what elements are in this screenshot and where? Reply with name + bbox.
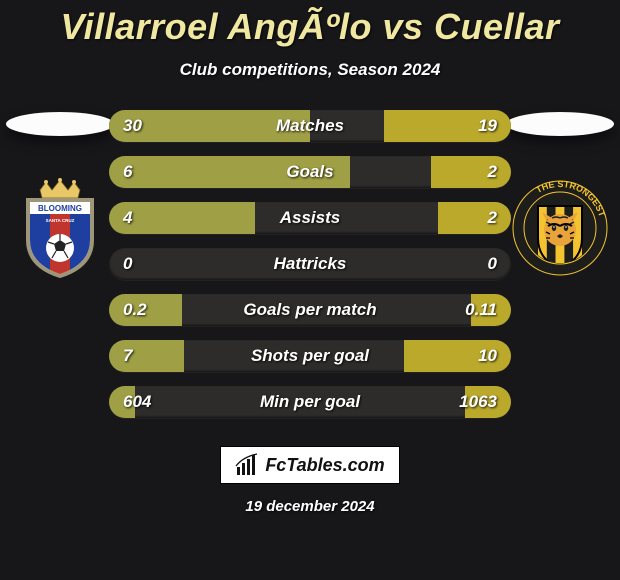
ellipse-right — [505, 110, 615, 138]
stat-row: 604Min per goal1063 — [109, 386, 511, 418]
stat-value-right: 0 — [488, 248, 497, 280]
subtitle: Club competitions, Season 2024 — [0, 60, 620, 80]
stat-row: 6Goals2 — [109, 156, 511, 188]
player-left-side: BLOOMING SANTA CRUZ — [0, 110, 120, 278]
stat-row: 4Assists2 — [109, 202, 511, 234]
stat-label: Hattricks — [109, 248, 511, 280]
brand-label: FcTables.com — [265, 455, 384, 476]
player-right-side: THE STRONGEST — [500, 110, 620, 278]
crown-icon — [40, 178, 80, 198]
stat-label: Min per goal — [109, 386, 511, 418]
crest-left-text: BLOOMING — [38, 204, 82, 213]
stat-value-right: 19 — [478, 110, 497, 142]
stat-label: Matches — [109, 110, 511, 142]
stat-bars: 30Matches19 6Goals2 4Assists2 0Hattricks0 0.… — [109, 110, 511, 418]
arena: BLOOMING SANTA CRUZ — [0, 110, 620, 418]
stat-value-right: 10 — [478, 340, 497, 372]
stat-label: Shots per goal — [109, 340, 511, 372]
brand-box: FcTables.com — [220, 446, 400, 484]
stat-label: Assists — [109, 202, 511, 234]
stat-row: 0Hattricks0 — [109, 248, 511, 280]
crest-left: BLOOMING SANTA CRUZ — [10, 178, 110, 278]
date-label: 19 december 2024 — [0, 498, 620, 515]
stat-value-right: 1063 — [459, 386, 497, 418]
page-title: Villarroel AngÃºlo vs Cuellar — [0, 0, 620, 48]
stat-value-right: 2 — [488, 156, 497, 188]
stat-row: 7Shots per goal10 — [109, 340, 511, 372]
ball-icon — [46, 234, 74, 262]
stat-row: 0.2Goals per match0.11 — [109, 294, 511, 326]
crest-right: THE STRONGEST — [510, 178, 610, 278]
stat-label: Goals — [109, 156, 511, 188]
ellipse-left — [5, 110, 115, 138]
crest-left-subtext: SANTA CRUZ — [46, 218, 75, 223]
comparison-card: Villarroel AngÃºlo vs Cuellar Club compe… — [0, 0, 620, 580]
stat-value-right: 2 — [488, 202, 497, 234]
bar-chart-icon — [235, 453, 259, 477]
stat-row: 30Matches19 — [109, 110, 511, 142]
stat-value-right: 0.11 — [465, 294, 497, 326]
stat-label: Goals per match — [109, 294, 511, 326]
